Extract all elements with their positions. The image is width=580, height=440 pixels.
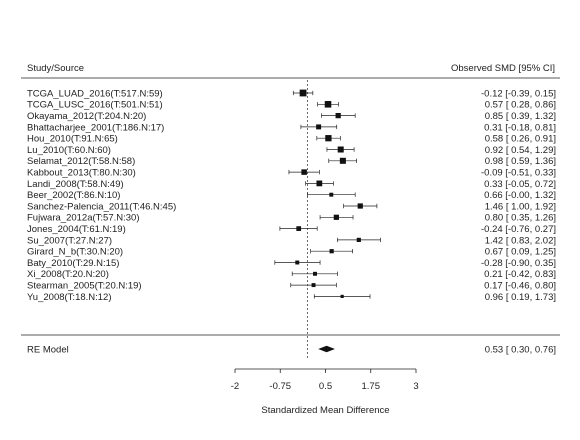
study-label: Baty_2010(T:29.N:15) [27,258,119,269]
study-label: Hou_2010(T:91.N:65) [27,134,118,145]
point-estimate-square [329,249,334,254]
study-label: Kabbout_2013(T:80.N:30) [27,168,136,179]
point-estimate-square [333,214,339,220]
point-estimate-square [324,101,332,108]
point-estimate-square [299,89,307,97]
x-tick-label: -2 [231,381,239,392]
point-estimate-square [337,146,344,153]
header-observed-smd: Observed SMD [95% CI] [450,63,555,74]
study-ci-text: -0.09 [-0.51, 0.33] [481,168,556,179]
study-label: Jones_2004(T:61.N:19) [27,224,126,235]
summary-diamond [318,345,335,353]
study-label: Landi_2008(T:58.N:49) [27,179,124,190]
study-ci-text: 0.21 [-0.42, 0.83] [484,269,556,280]
study-label: Sanchez-Palencia_2011(T:46.N:45) [27,201,176,212]
x-tick-label: -0.75 [269,381,291,392]
point-estimate-square [325,135,332,142]
point-estimate-square [296,226,302,231]
study-ci-text: 0.80 [ 0.35, 1.26] [485,213,556,224]
study-ci-text: 0.67 [ 0.09, 1.25] [485,247,556,258]
study-label: TCGA_LUAD_2016(T:517.N:59) [27,88,163,99]
study-label: Lu_2010(T:60.N:60) [27,145,111,156]
study-ci-text: 0.66 [-0.00, 1.32] [484,190,556,201]
x-tick-label: 1.75 [362,381,381,392]
study-label: TCGA_LUSC_2016(T:501.N:51) [27,100,163,111]
study-ci-text: 0.96 [ 0.19, 1.73] [485,292,556,303]
point-estimate-square [295,260,300,265]
study-ci-text: -0.12 [-0.39, 0.15] [481,88,556,99]
study-ci-text: 0.92 [ 0.54, 1.29] [485,145,556,156]
point-estimate-square [311,283,316,288]
study-label: Yu_2008(T:18.N:12) [27,292,112,303]
point-estimate-square [339,157,346,164]
header-study-source: Study/Source [27,63,85,74]
study-ci-text: 0.33 [-0.05, 0.72] [484,179,556,190]
study-ci-text: 0.58 [ 0.26, 0.91] [485,134,556,145]
study-label: Okayama_2012(T:204.N:20) [27,111,146,122]
point-estimate-square [313,271,317,276]
point-estimate-square [335,112,341,119]
point-estimate-square [357,203,363,209]
study-ci-text: 0.57 [ 0.28, 0.86] [485,100,556,111]
point-estimate-square [356,237,361,242]
study-ci-text: -0.24 [-0.76, 0.27] [481,224,556,235]
point-estimate-square [301,169,307,175]
study-label: Stearman_2005(T:20.N:19) [27,281,142,292]
summary-label: RE Model [27,344,69,355]
study-ci-text: -0.28 [-0.90, 0.35] [481,258,556,269]
study-label: Fujwara_2012a(T:57.N:30) [27,213,139,224]
study-label: Su_2007(T:27.N:27) [27,235,112,246]
study-label: Beer_2002(T:86.N:10) [27,190,120,201]
x-tick-label: 3 [413,381,418,392]
point-estimate-square [316,180,323,187]
study-label: Bhattacharjee_2001(T:186.N:17) [27,122,164,133]
study-ci-text: 0.31 [-0.18, 0.81] [484,122,556,133]
x-tick-label: 0.5 [319,381,332,392]
study-markers [274,89,381,353]
point-estimate-square [316,124,322,130]
study-ci-text: 0.98 [ 0.59, 1.36] [485,156,556,167]
study-label: Girard_N_b(T:30.N:20) [27,247,123,258]
x-axis-title: Standardized Mean Difference [261,405,389,416]
study-ci-text: 0.17 [-0.46, 0.80] [484,281,556,292]
study-ci-text: 0.85 [ 0.39, 1.32] [485,111,556,122]
point-estimate-square [329,192,334,197]
x-axis-ticks: -2 -0.75 0.5 1.75 3 [231,369,419,392]
study-ci-text: 1.42 [ 0.83, 2.02] [485,235,556,246]
study-ci-text: 1.46 [ 1.00, 1.92] [485,201,556,212]
point-estimate-square [340,294,344,298]
study-label: Xi_2008(T:20.N:20) [27,269,109,280]
study-label: Selamat_2012(T:58.N:58) [27,156,135,167]
study-labels: TCGA_LUAD_2016(T:517.N:59) -0.12 [-0.39, … [27,88,556,355]
summary-ci-text: 0.53 [ 0.30, 0.76] [485,344,556,355]
